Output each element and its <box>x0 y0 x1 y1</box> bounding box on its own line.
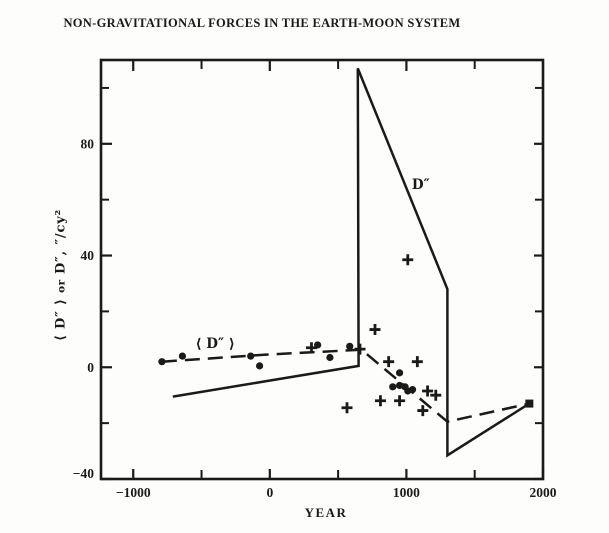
y-tick-label: 0 <box>87 360 94 375</box>
data-point-circle <box>395 381 404 390</box>
data-point-circle <box>178 352 187 360</box>
x-axis-label: YEAR <box>304 505 348 520</box>
y-tick-label: 80 <box>81 136 95 151</box>
data-point-plus <box>354 343 366 355</box>
data-point-plus <box>417 405 429 417</box>
plot-frame <box>99 58 545 481</box>
data-point-circle <box>247 352 255 360</box>
d-curve-line-solid <box>172 67 530 458</box>
data-point-plus <box>394 395 406 407</box>
data-point-circle <box>255 362 264 370</box>
y-tick-label: 40 <box>81 248 95 263</box>
data-point-circle <box>395 369 404 377</box>
x-tick-label: 2000 <box>530 485 557 500</box>
data-point-circle <box>158 358 166 366</box>
curve-annotation: D″ <box>412 177 430 193</box>
data-point-circle <box>389 383 397 391</box>
curve-annotation: ⟨ D″ ⟩ <box>195 336 234 352</box>
y-tick-label: −40 <box>73 466 94 481</box>
data-point-plus <box>383 356 395 368</box>
data-point-plus <box>422 385 434 397</box>
data-point-plus <box>402 254 414 266</box>
data-point-circle <box>408 386 417 394</box>
data-point-plus <box>374 395 386 407</box>
data-point-plus <box>411 356 423 368</box>
data-point-plus <box>341 402 353 414</box>
data-point-circle <box>346 342 354 350</box>
data-point-plus <box>369 324 381 336</box>
figure-title: NON-GRAVITATIONAL FORCES IN THE EARTH-MO… <box>63 16 461 30</box>
data-point-plus <box>305 342 317 354</box>
x-tick-label: −1000 <box>116 485 151 500</box>
data-point-plus <box>430 389 442 401</box>
data-point-square <box>525 399 534 408</box>
x-tick-label: 0 <box>266 485 273 500</box>
data-point-circle <box>326 353 334 362</box>
x-tick-label: 1000 <box>393 485 420 500</box>
